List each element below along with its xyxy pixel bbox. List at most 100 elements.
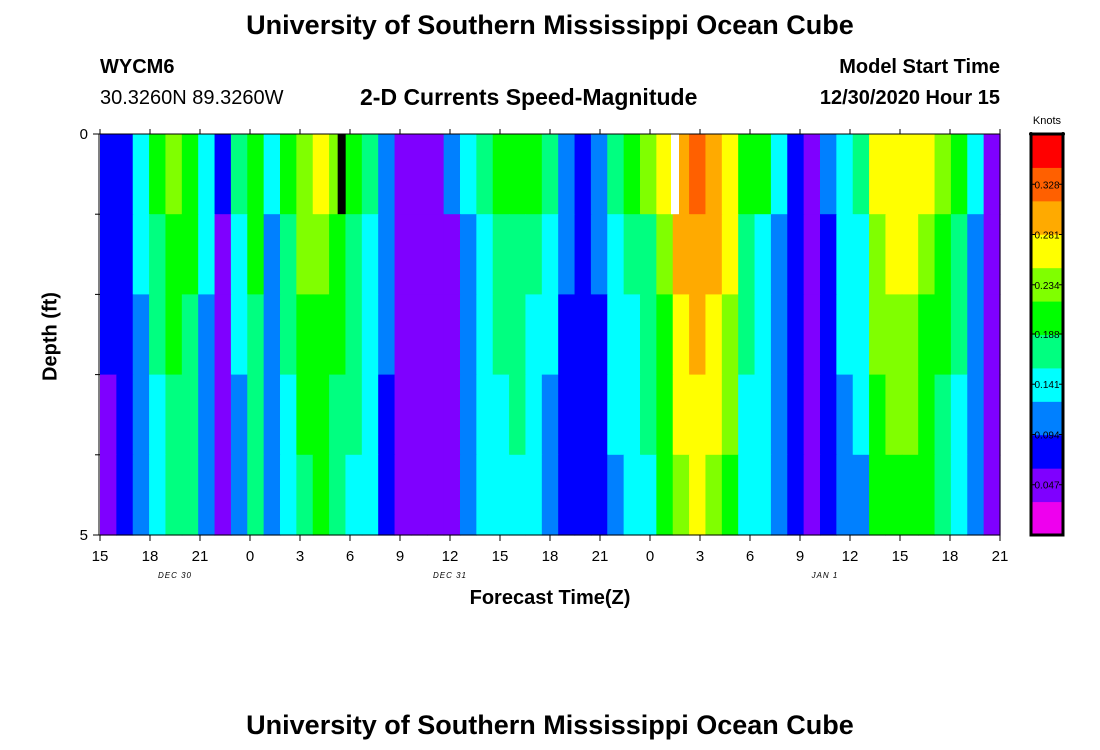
- heatmap-cell: [492, 294, 510, 376]
- heatmap-cell: [263, 294, 281, 376]
- heatmap-cell: [198, 294, 216, 376]
- heatmap-cell: [967, 374, 985, 456]
- colorbar-segment: [1031, 200, 1063, 235]
- heatmap-cell: [738, 214, 756, 295]
- heatmap-cell: [296, 294, 314, 376]
- heatmap-cell: [312, 214, 330, 295]
- x-tick-label: 18: [142, 548, 159, 565]
- x-tick-label: 0: [646, 548, 654, 565]
- heatmap-cell: [329, 454, 347, 536]
- y-tick-label: 0: [80, 126, 88, 143]
- colorbar-segment: [1031, 468, 1063, 503]
- colorbar-segment: [1031, 401, 1063, 436]
- heatmap-cell: [721, 134, 739, 215]
- heatmap-cell: [869, 454, 887, 536]
- heatmap-cell: [640, 134, 657, 215]
- heatmap-cell: [280, 294, 297, 376]
- heatmap-cell: [852, 134, 870, 215]
- colorbar-segment: [1031, 367, 1063, 402]
- heatmap-cell: [738, 374, 756, 456]
- heatmap-cell: [149, 374, 167, 456]
- heatmap-cell: [607, 134, 625, 215]
- heatmap-cell: [312, 134, 330, 215]
- colorbar-tick-label: 0.281: [1034, 231, 1059, 242]
- heatmap-cell: [525, 454, 543, 536]
- heatmap-cell: [623, 374, 641, 456]
- heatmap-cell: [607, 374, 625, 456]
- heatmap-cell: [672, 294, 690, 376]
- heatmap-cell: [132, 294, 150, 376]
- colorbar-segment: [1031, 167, 1063, 202]
- heatmap-cell: [640, 214, 657, 295]
- heatmap-cell: [443, 454, 461, 536]
- heatmap-cell: [558, 454, 576, 536]
- heatmap-cell: [230, 294, 248, 376]
- x-tick-label: 12: [442, 548, 459, 565]
- heatmap-cell: [689, 134, 707, 215]
- heatmap-cell: [247, 214, 265, 295]
- heatmap-cell: [492, 134, 510, 215]
- x-tick-label: 3: [696, 548, 704, 565]
- heatmap-cell: [345, 214, 363, 295]
- heatmap-cell: [787, 294, 805, 376]
- heatmap-cell: [378, 374, 396, 456]
- heatmap-cell: [230, 374, 248, 456]
- heatmap-cell: [656, 294, 674, 376]
- heatmap-cell: [214, 294, 232, 376]
- heatmap-cell: [590, 214, 608, 295]
- heatmap-cell: [787, 374, 805, 456]
- heatmap-cell: [394, 214, 412, 295]
- heatmap-cell: [705, 134, 723, 215]
- heatmap-cell: [705, 374, 723, 456]
- heatmap-cell: [492, 454, 510, 536]
- heatmap-marker: [671, 134, 679, 215]
- heatmap-cell: [345, 374, 363, 456]
- heatmap-cell: [329, 214, 347, 295]
- heatmap-cell: [247, 374, 265, 456]
- model-start-label: Model Start Time: [839, 56, 1000, 78]
- colorbar-segment: [1031, 301, 1063, 335]
- heatmap-cell: [983, 214, 1001, 295]
- heatmap-cell: [918, 214, 936, 295]
- heatmap-cell: [558, 134, 576, 215]
- heatmap-cell: [640, 294, 657, 376]
- heatmap-cell: [492, 214, 510, 295]
- heatmap-cell: [345, 294, 363, 376]
- heatmap-cell: [656, 134, 674, 215]
- x-tick-label: 18: [542, 548, 559, 565]
- heatmap-cell: [770, 454, 788, 536]
- heatmap-cell: [820, 454, 837, 536]
- heatmap-cell: [541, 374, 559, 456]
- heatmap-cell: [901, 374, 919, 456]
- heatmap-cell: [983, 374, 1001, 456]
- heatmap-cell: [247, 134, 265, 215]
- heatmap-cell: [869, 294, 887, 376]
- heatmap-cell: [394, 134, 412, 215]
- heatmap-cell: [263, 134, 281, 215]
- heatmap-cell: [165, 134, 183, 215]
- heatmap-cell: [361, 134, 379, 215]
- heatmap-cell: [214, 374, 232, 456]
- heatmap-cell: [296, 454, 314, 536]
- x-tick-label: 21: [592, 548, 609, 565]
- heatmap-cell: [656, 454, 674, 536]
- heatmap-cell: [934, 214, 952, 295]
- colorbar-segment: [1031, 434, 1063, 469]
- heatmap-cell: [312, 294, 330, 376]
- colorbar-segment: [1031, 501, 1063, 536]
- heatmap-cell: [198, 454, 216, 536]
- heatmap-cell: [852, 374, 870, 456]
- heatmap-cell: [214, 454, 232, 536]
- heatmap-cell: [116, 294, 134, 376]
- x-tick-label: 12: [842, 548, 859, 565]
- heatmap-cell: [525, 214, 543, 295]
- heatmap-cell: [149, 134, 167, 215]
- footer-title: University of Southern Mississippi Ocean…: [246, 710, 854, 740]
- heatmap-cell: [100, 214, 117, 295]
- heatmap-cell: [476, 374, 494, 456]
- heatmap-cell: [901, 214, 919, 295]
- heatmap-cell: [198, 214, 216, 295]
- colorbar-dot: [1029, 132, 1033, 136]
- heatmap-cell: [541, 294, 559, 376]
- colorbar-dot: [1061, 132, 1065, 136]
